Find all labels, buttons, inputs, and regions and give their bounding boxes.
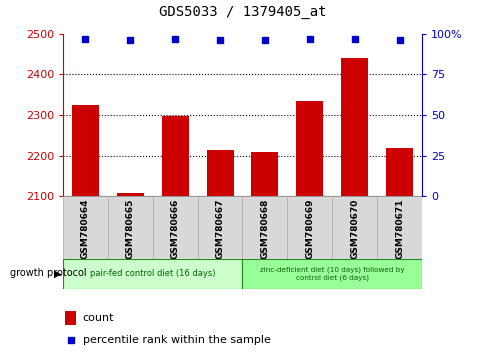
Bar [197,196,242,260]
Text: GSM780667: GSM780667 [215,198,224,258]
Text: GDS5033 / 1379405_at: GDS5033 / 1379405_at [158,5,326,19]
Bar [242,259,421,289]
Bar [161,116,188,196]
Bar [385,148,412,196]
Bar [63,259,242,289]
Text: pair-fed control diet (16 days): pair-fed control diet (16 days) [90,269,215,279]
Text: GSM780666: GSM780666 [170,198,180,258]
Bar [332,196,376,260]
Bar [117,193,143,196]
Bar [206,150,233,196]
Text: percentile rank within the sample: percentile rank within the sample [83,335,270,346]
Text: GSM780670: GSM780670 [349,198,359,258]
Bar [242,196,287,260]
Bar [72,105,99,196]
Bar [107,196,152,260]
Text: GSM780668: GSM780668 [260,198,269,258]
Text: growth protocol: growth protocol [10,268,86,278]
Text: count: count [83,313,114,323]
Bar [251,152,278,196]
Text: GSM780665: GSM780665 [125,198,135,258]
Bar [152,196,197,260]
Bar [63,196,107,260]
Bar [340,58,367,196]
Bar [65,312,76,325]
Text: zinc-deficient diet (10 days) followed by
control diet (6 days): zinc-deficient diet (10 days) followed b… [259,267,404,281]
Text: GSM780671: GSM780671 [394,198,403,258]
Bar [376,196,421,260]
Bar [287,196,332,260]
Text: GSM780669: GSM780669 [304,198,314,258]
Text: GSM780664: GSM780664 [81,198,90,258]
Bar [296,101,322,196]
Text: ▶: ▶ [54,268,61,278]
